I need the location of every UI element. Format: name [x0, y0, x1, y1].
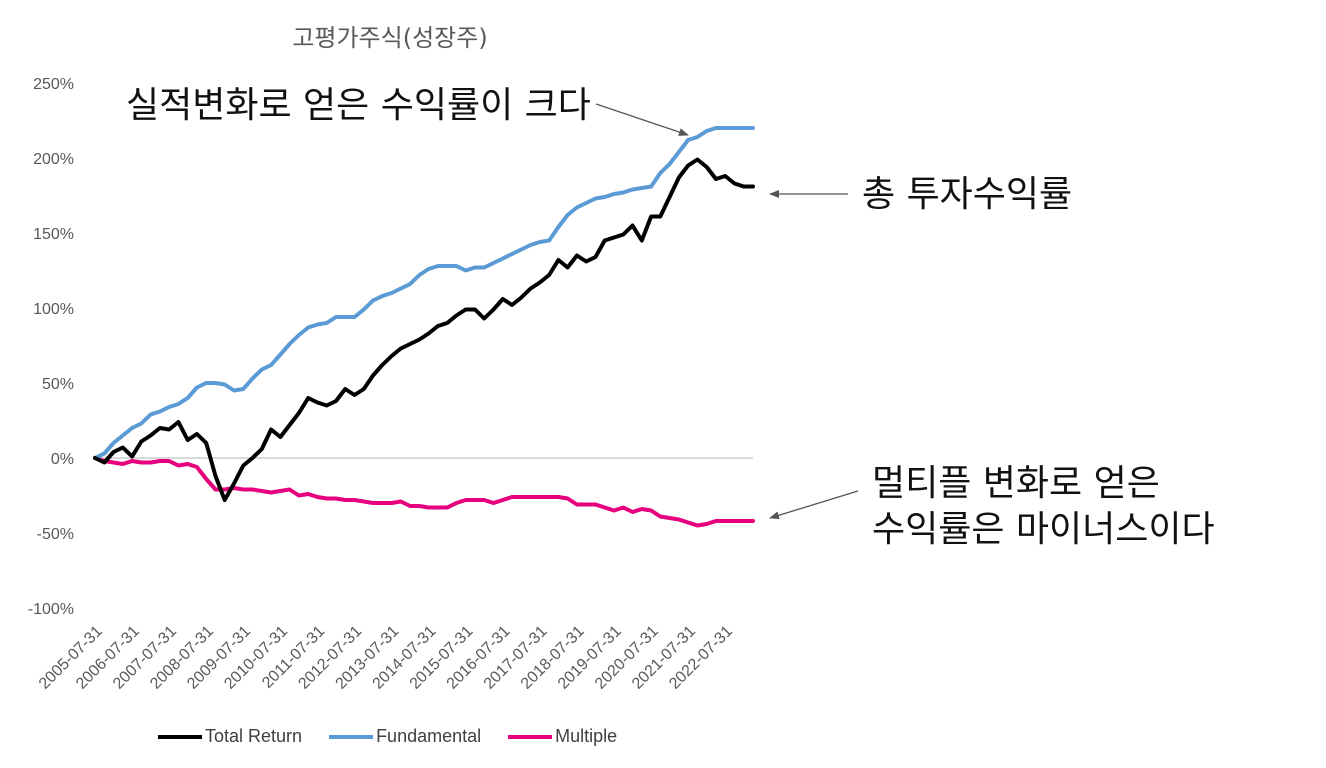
fundamental-annotation: 실적변화로 얻은 수익률이 크다: [126, 85, 591, 126]
legend-item-multiple: Multiple: [508, 726, 617, 747]
plot-area: [93, 126, 755, 528]
y-tick-label: 0%: [51, 451, 74, 468]
legend-swatch-total-return: [158, 734, 202, 739]
y-tick-label: 100%: [33, 301, 74, 318]
x-axis: 2005-07-312006-07-312007-07-312008-07-31…: [36, 623, 736, 693]
y-tick-label: 200%: [33, 151, 74, 168]
legend-label-total-return: Total Return: [205, 726, 303, 746]
arrow-to-multiple: [769, 490, 859, 520]
chart-legend: Total Return Fundamental Multiple: [158, 726, 644, 747]
multiple-annotation-line1: 멀티플 변화로 얻은: [872, 463, 1160, 504]
legend-swatch-fundamental: [329, 734, 374, 739]
y-tick-label: 150%: [33, 226, 74, 243]
annotation-arrows: [595, 103, 859, 520]
multiple-annotation-line2: 수익률은 마이너스이다: [872, 509, 1215, 550]
y-tick-label: 250%: [33, 76, 74, 93]
legend-item-fundamental: Fundamental: [329, 726, 481, 747]
y-tick-label: -100%: [28, 601, 74, 618]
total-return-annotation: 총 투자수익률: [862, 174, 1073, 215]
arrow-to-fundamental: [595, 103, 689, 136]
series-line-total-return: [93, 157, 755, 502]
y-tick-label: -50%: [37, 526, 74, 543]
legend-label-fundamental: Fundamental: [376, 726, 482, 746]
y-axis: 250% 200% 150% 100% 50% 0% -50% -100%: [28, 76, 74, 618]
y-tick-label: 50%: [42, 376, 74, 393]
legend-swatch-multiple: [508, 734, 553, 739]
legend-label-multiple: Multiple: [555, 726, 618, 746]
legend-item-total-return: Total Return: [158, 726, 302, 747]
series-line-multiple: [93, 456, 755, 528]
series-line-fundamental: [93, 126, 755, 460]
chart-title: 고평가주식(성장주): [292, 24, 487, 52]
